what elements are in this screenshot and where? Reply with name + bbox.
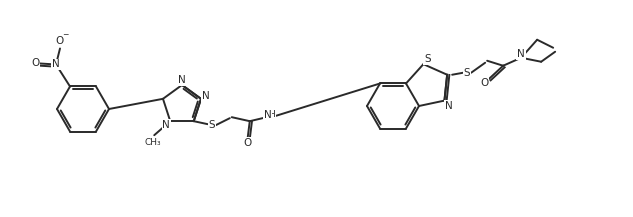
Text: N: N <box>444 101 453 111</box>
Text: N: N <box>52 59 60 69</box>
Text: S: S <box>208 120 215 130</box>
Text: N: N <box>163 120 170 130</box>
Text: O: O <box>31 59 39 69</box>
Text: H: H <box>268 110 275 119</box>
Text: O: O <box>480 78 488 88</box>
Text: S: S <box>424 54 430 64</box>
Text: O: O <box>244 138 252 148</box>
Text: N: N <box>202 91 210 101</box>
Text: −: − <box>62 30 68 39</box>
Text: N: N <box>517 49 525 59</box>
Text: S: S <box>464 68 470 78</box>
Text: CH₃: CH₃ <box>145 138 161 147</box>
Text: O: O <box>56 36 64 46</box>
Text: N: N <box>178 75 186 85</box>
Text: N: N <box>264 110 272 120</box>
